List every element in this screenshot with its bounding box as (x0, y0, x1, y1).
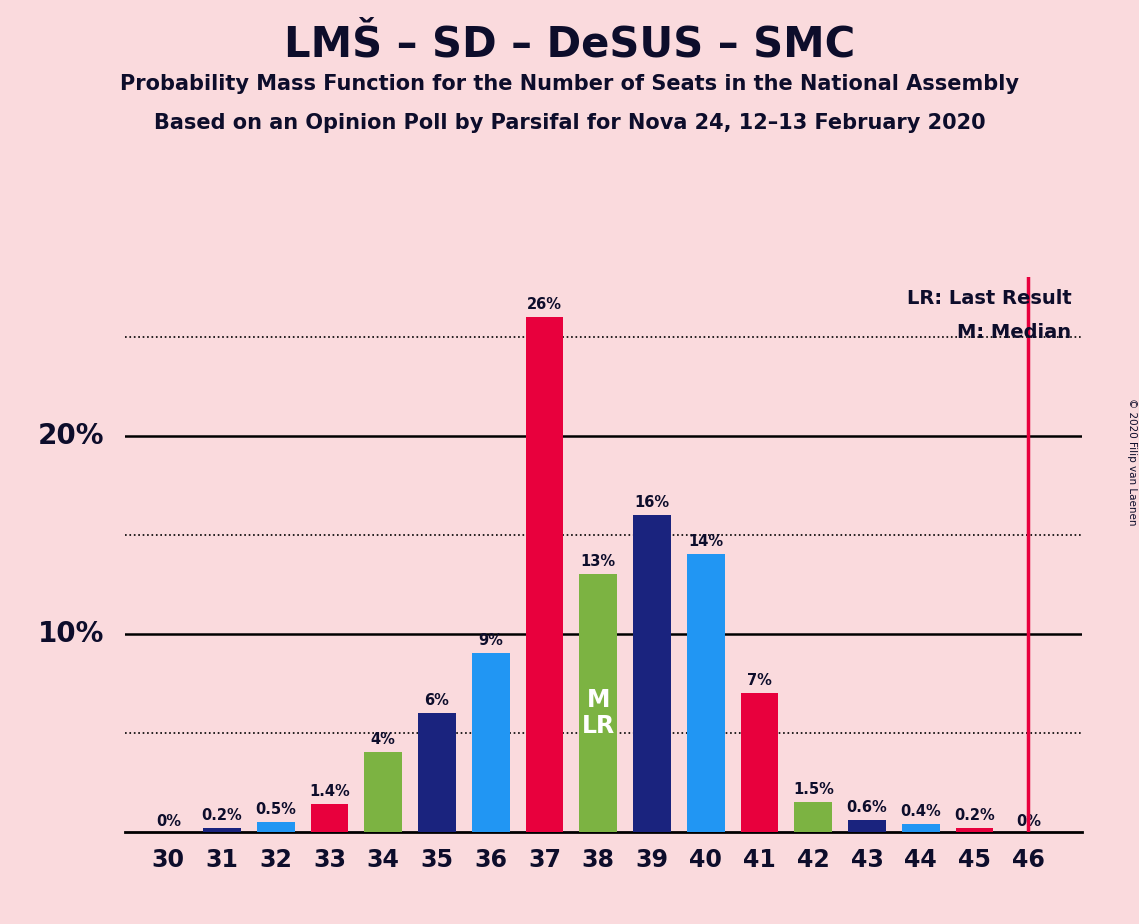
Bar (580, 574, 617, 832)
Text: Probability Mass Function for the Number of Seats in the National Assembly: Probability Mass Function for the Number… (120, 74, 1019, 94)
Text: 1.5%: 1.5% (793, 782, 834, 796)
Bar (257, 821, 295, 832)
Text: 0.2%: 0.2% (954, 808, 995, 822)
Text: 13%: 13% (581, 554, 616, 569)
Bar (311, 804, 349, 832)
Text: 7%: 7% (747, 673, 772, 688)
Bar (740, 693, 778, 832)
Text: M: Median: M: Median (957, 322, 1072, 342)
Bar (364, 752, 402, 832)
Text: 0.2%: 0.2% (202, 808, 243, 822)
Bar (472, 653, 509, 832)
Text: 4%: 4% (371, 733, 395, 748)
Text: 10%: 10% (38, 620, 104, 648)
Text: LMŠ – SD – DeSUS – SMC: LMŠ – SD – DeSUS – SMC (284, 23, 855, 65)
Text: © 2020 Filip van Laenen: © 2020 Filip van Laenen (1126, 398, 1137, 526)
Text: 16%: 16% (634, 495, 670, 510)
Text: 0%: 0% (156, 814, 181, 829)
Bar (902, 823, 940, 832)
Text: LR: Last Result: LR: Last Result (907, 289, 1072, 308)
Text: 1.4%: 1.4% (309, 784, 350, 799)
Bar (526, 317, 564, 832)
Text: 0.4%: 0.4% (901, 804, 941, 819)
Text: 14%: 14% (688, 534, 723, 550)
Text: 26%: 26% (527, 297, 562, 312)
Bar (687, 554, 724, 832)
Text: 0.6%: 0.6% (846, 800, 887, 815)
Bar (633, 515, 671, 832)
Bar (418, 712, 456, 832)
Text: 20%: 20% (38, 421, 104, 450)
Text: 9%: 9% (478, 634, 503, 649)
Text: 0.5%: 0.5% (255, 802, 296, 817)
Text: 0%: 0% (1016, 814, 1041, 829)
Bar (203, 828, 240, 832)
Bar (956, 828, 993, 832)
Bar (849, 820, 886, 832)
Text: Based on an Opinion Poll by Parsifal for Nova 24, 12–13 February 2020: Based on an Opinion Poll by Parsifal for… (154, 113, 985, 133)
Text: M
LR: M LR (582, 687, 615, 737)
Text: 6%: 6% (425, 693, 450, 708)
Bar (795, 802, 833, 832)
